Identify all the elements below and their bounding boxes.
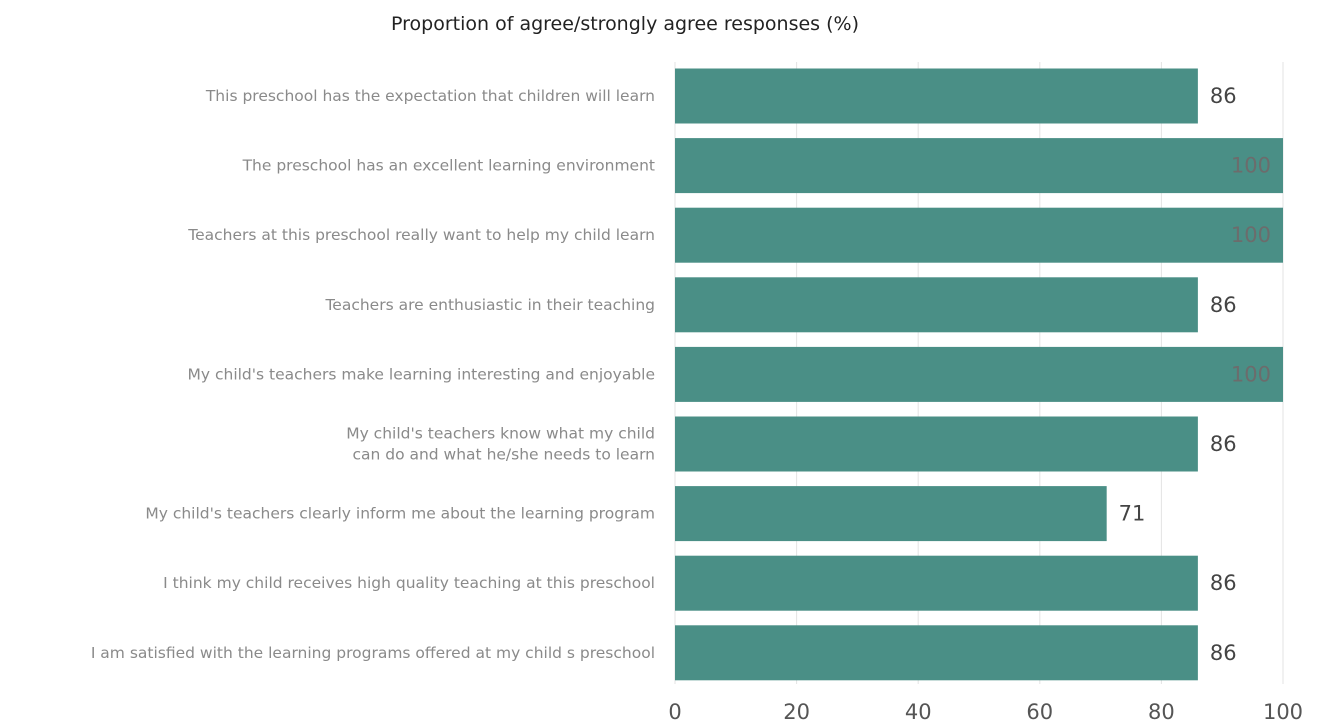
data-label: 71: [1119, 502, 1146, 526]
category-label: I think my child receives high quality t…: [163, 574, 655, 592]
value-labels: 86 100 100 86 100 86 71 86 86: [1119, 84, 1271, 665]
category-label: This preschool has the expectation that …: [205, 87, 655, 105]
bar: [675, 68, 1198, 124]
bar: [675, 138, 1283, 194]
category-label: My child's teachers know what my child: [346, 425, 655, 443]
data-label: 86: [1210, 432, 1237, 456]
data-label: 100: [1231, 154, 1271, 178]
bars: [675, 68, 1283, 681]
category-label: My child's teachers make learning intere…: [188, 365, 656, 383]
data-label: 86: [1210, 84, 1237, 108]
x-tick-label: 80: [1148, 700, 1175, 724]
category-label: My child's teachers clearly inform me ab…: [145, 505, 655, 523]
chart-title: Proportion of agree/strongly agree respo…: [391, 13, 859, 35]
data-label: 86: [1210, 571, 1237, 595]
category-label: I am satisfied with the learning program…: [91, 644, 655, 662]
category-labels: This preschool has the expectation that …: [91, 87, 655, 662]
bar: [675, 486, 1107, 542]
data-label: 100: [1231, 223, 1271, 247]
x-tick-label: 40: [905, 700, 932, 724]
data-label: 100: [1231, 362, 1271, 386]
category-label: The preschool has an excellent learning …: [242, 157, 655, 175]
bar: [675, 416, 1198, 472]
data-label: 86: [1210, 641, 1237, 665]
bar: [675, 277, 1198, 333]
bar: [675, 555, 1198, 611]
bar: [675, 207, 1283, 263]
category-label: Teachers at this preschool really want t…: [187, 226, 655, 244]
bar: [675, 346, 1283, 402]
x-tick-label: 60: [1026, 700, 1053, 724]
bar: [675, 625, 1198, 681]
x-tick-label: 20: [783, 700, 810, 724]
data-label: 86: [1210, 293, 1237, 317]
category-label: can do and what he/she needs to learn: [352, 446, 655, 464]
x-tick-label: 0: [668, 700, 681, 724]
x-axis-ticks: 0 20 40 60 80 100: [668, 700, 1303, 724]
x-tick-label: 100: [1263, 700, 1303, 724]
category-label: Teachers are enthusiastic in their teach…: [324, 296, 655, 314]
